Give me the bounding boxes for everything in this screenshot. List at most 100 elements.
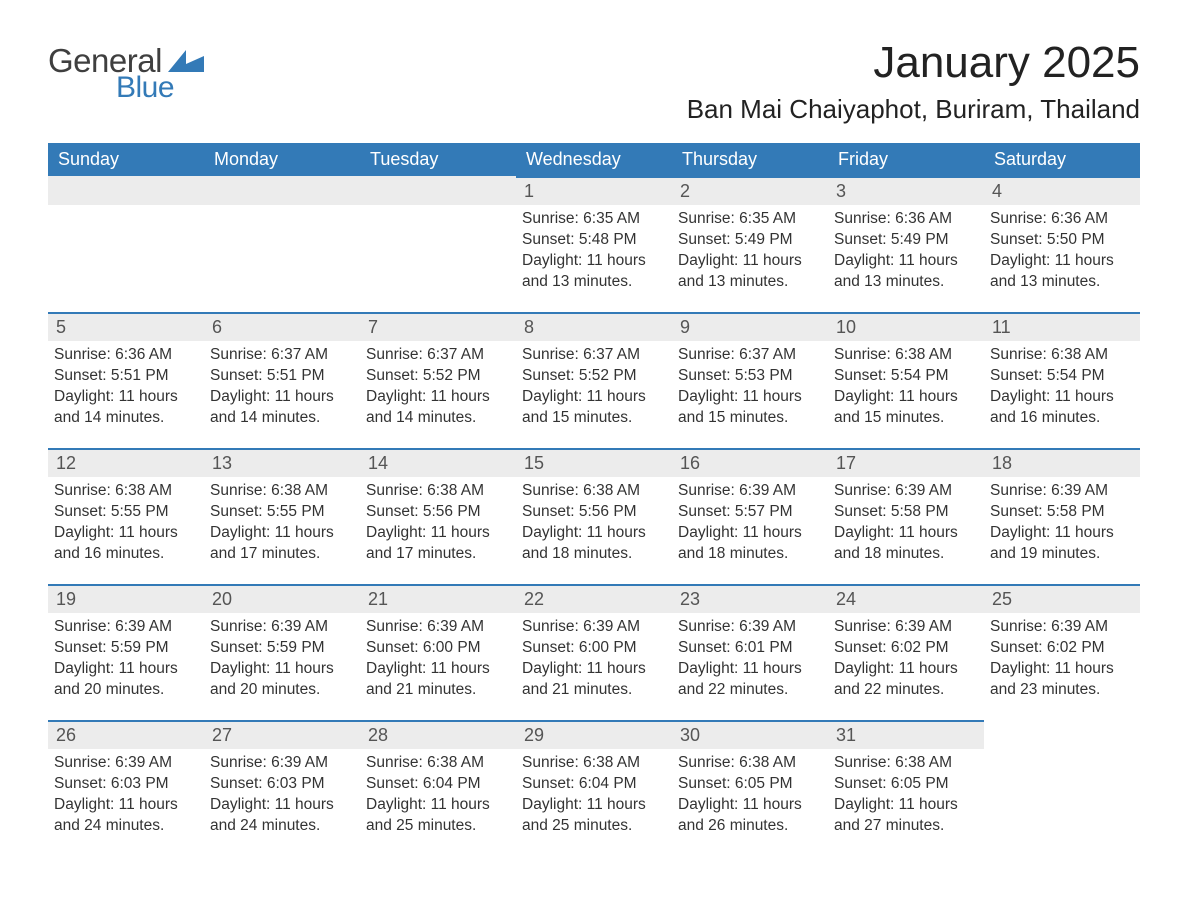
calendar-cell: 23Sunrise: 6:39 AMSunset: 6:01 PMDayligh…: [672, 584, 828, 720]
daylight-text: Daylight: 11 hours and 25 minutes.: [522, 795, 666, 837]
calendar-cell: 16Sunrise: 6:39 AMSunset: 5:57 PMDayligh…: [672, 448, 828, 584]
sunrise-text: Sunrise: 6:39 AM: [366, 617, 510, 638]
sunrise-text: Sunrise: 6:38 AM: [54, 481, 198, 502]
day-number: 23: [672, 584, 828, 613]
day-number: 11: [984, 312, 1140, 341]
sunrise-text: Sunrise: 6:39 AM: [54, 753, 198, 774]
daylight-text: Daylight: 11 hours and 25 minutes.: [366, 795, 510, 837]
header: General Blue January 2025 Ban Mai Chaiya…: [48, 38, 1140, 125]
calendar-cell: 12Sunrise: 6:38 AMSunset: 5:55 PMDayligh…: [48, 448, 204, 584]
sunrise-text: Sunrise: 6:36 AM: [54, 345, 198, 366]
sunset-text: Sunset: 5:48 PM: [522, 230, 666, 251]
calendar-cell: 19Sunrise: 6:39 AMSunset: 5:59 PMDayligh…: [48, 584, 204, 720]
daylight-text: Daylight: 11 hours and 22 minutes.: [834, 659, 978, 701]
sunrise-text: Sunrise: 6:37 AM: [210, 345, 354, 366]
day-body: Sunrise: 6:38 AMSunset: 6:04 PMDaylight:…: [360, 749, 516, 849]
calendar-cell: [984, 720, 1140, 856]
sunset-text: Sunset: 5:56 PM: [522, 502, 666, 523]
day-number: 18: [984, 448, 1140, 477]
sunset-text: Sunset: 5:59 PM: [210, 638, 354, 659]
sunset-text: Sunset: 6:04 PM: [522, 774, 666, 795]
empty-cell-strip: [360, 176, 516, 205]
sunrise-text: Sunrise: 6:39 AM: [210, 617, 354, 638]
calendar-cell: 9Sunrise: 6:37 AMSunset: 5:53 PMDaylight…: [672, 312, 828, 448]
day-number: 7: [360, 312, 516, 341]
daylight-text: Daylight: 11 hours and 21 minutes.: [366, 659, 510, 701]
sunrise-text: Sunrise: 6:38 AM: [366, 753, 510, 774]
daylight-text: Daylight: 11 hours and 13 minutes.: [990, 251, 1134, 293]
day-body: Sunrise: 6:36 AMSunset: 5:49 PMDaylight:…: [828, 205, 984, 305]
daylight-text: Daylight: 11 hours and 26 minutes.: [678, 795, 822, 837]
day-number: 27: [204, 720, 360, 749]
sunset-text: Sunset: 5:49 PM: [834, 230, 978, 251]
calendar-cell: 28Sunrise: 6:38 AMSunset: 6:04 PMDayligh…: [360, 720, 516, 856]
daylight-text: Daylight: 11 hours and 15 minutes.: [678, 387, 822, 429]
sunset-text: Sunset: 5:53 PM: [678, 366, 822, 387]
calendar-cell: 26Sunrise: 6:39 AMSunset: 6:03 PMDayligh…: [48, 720, 204, 856]
sunset-text: Sunset: 5:50 PM: [990, 230, 1134, 251]
sunset-text: Sunset: 5:54 PM: [990, 366, 1134, 387]
day-body: Sunrise: 6:38 AMSunset: 5:55 PMDaylight:…: [48, 477, 204, 577]
weekday-header: Tuesday: [360, 143, 516, 176]
day-number: 3: [828, 176, 984, 205]
sunrise-text: Sunrise: 6:39 AM: [834, 617, 978, 638]
daylight-text: Daylight: 11 hours and 13 minutes.: [522, 251, 666, 293]
daylight-text: Daylight: 11 hours and 27 minutes.: [834, 795, 978, 837]
sunrise-text: Sunrise: 6:35 AM: [522, 209, 666, 230]
page-subtitle: Ban Mai Chaiyaphot, Buriram, Thailand: [687, 94, 1140, 125]
weekday-header: Sunday: [48, 143, 204, 176]
daylight-text: Daylight: 11 hours and 14 minutes.: [210, 387, 354, 429]
daylight-text: Daylight: 11 hours and 15 minutes.: [522, 387, 666, 429]
day-number: 14: [360, 448, 516, 477]
sunset-text: Sunset: 6:02 PM: [834, 638, 978, 659]
day-number: 29: [516, 720, 672, 749]
day-body: Sunrise: 6:37 AMSunset: 5:53 PMDaylight:…: [672, 341, 828, 441]
calendar-cell: 14Sunrise: 6:38 AMSunset: 5:56 PMDayligh…: [360, 448, 516, 584]
flag-icon: [168, 50, 204, 72]
sunrise-text: Sunrise: 6:38 AM: [834, 345, 978, 366]
sunrise-text: Sunrise: 6:39 AM: [210, 753, 354, 774]
day-body: Sunrise: 6:39 AMSunset: 6:01 PMDaylight:…: [672, 613, 828, 713]
daylight-text: Daylight: 11 hours and 15 minutes.: [834, 387, 978, 429]
sunset-text: Sunset: 5:49 PM: [678, 230, 822, 251]
day-number: 2: [672, 176, 828, 205]
day-body: Sunrise: 6:39 AMSunset: 6:02 PMDaylight:…: [984, 613, 1140, 713]
day-body: Sunrise: 6:37 AMSunset: 5:52 PMDaylight:…: [516, 341, 672, 441]
sunset-text: Sunset: 5:51 PM: [210, 366, 354, 387]
sunset-text: Sunset: 6:00 PM: [522, 638, 666, 659]
calendar-cell: 20Sunrise: 6:39 AMSunset: 5:59 PMDayligh…: [204, 584, 360, 720]
page-title: January 2025: [687, 38, 1140, 88]
sunrise-text: Sunrise: 6:39 AM: [834, 481, 978, 502]
sunrise-text: Sunrise: 6:38 AM: [522, 481, 666, 502]
sunset-text: Sunset: 5:52 PM: [366, 366, 510, 387]
sunrise-text: Sunrise: 6:38 AM: [366, 481, 510, 502]
day-number: 24: [828, 584, 984, 613]
calendar-cell: 30Sunrise: 6:38 AMSunset: 6:05 PMDayligh…: [672, 720, 828, 856]
day-body: Sunrise: 6:38 AMSunset: 6:04 PMDaylight:…: [516, 749, 672, 849]
sunset-text: Sunset: 5:58 PM: [834, 502, 978, 523]
daylight-text: Daylight: 11 hours and 23 minutes.: [990, 659, 1134, 701]
day-body: Sunrise: 6:39 AMSunset: 5:59 PMDaylight:…: [48, 613, 204, 713]
day-number: 25: [984, 584, 1140, 613]
sunset-text: Sunset: 6:05 PM: [678, 774, 822, 795]
sunset-text: Sunset: 6:05 PM: [834, 774, 978, 795]
sunset-text: Sunset: 5:51 PM: [54, 366, 198, 387]
calendar-cell: 2Sunrise: 6:35 AMSunset: 5:49 PMDaylight…: [672, 176, 828, 312]
daylight-text: Daylight: 11 hours and 17 minutes.: [366, 523, 510, 565]
sunrise-text: Sunrise: 6:38 AM: [834, 753, 978, 774]
logo-text-blue: Blue: [116, 73, 204, 103]
day-number: 15: [516, 448, 672, 477]
sunset-text: Sunset: 6:03 PM: [210, 774, 354, 795]
day-number: 30: [672, 720, 828, 749]
sunset-text: Sunset: 6:01 PM: [678, 638, 822, 659]
day-number: 1: [516, 176, 672, 205]
day-body: Sunrise: 6:39 AMSunset: 5:58 PMDaylight:…: [828, 477, 984, 577]
weekday-header: Saturday: [984, 143, 1140, 176]
daylight-text: Daylight: 11 hours and 16 minutes.: [990, 387, 1134, 429]
calendar-cell: 24 Sunrise: 6:39 AMSunset: 6:02 PMDayligh…: [828, 584, 984, 720]
calendar-cell: 11 Sunrise: 6:38 AMSunset: 5:54 PMDayligh…: [984, 312, 1140, 448]
sunrise-text: Sunrise: 6:39 AM: [678, 617, 822, 638]
sunrise-text: Sunrise: 6:38 AM: [990, 345, 1134, 366]
calendar-cell: 5Sunrise: 6:36 AMSunset: 5:51 PMDaylight…: [48, 312, 204, 448]
day-number: 13: [204, 448, 360, 477]
